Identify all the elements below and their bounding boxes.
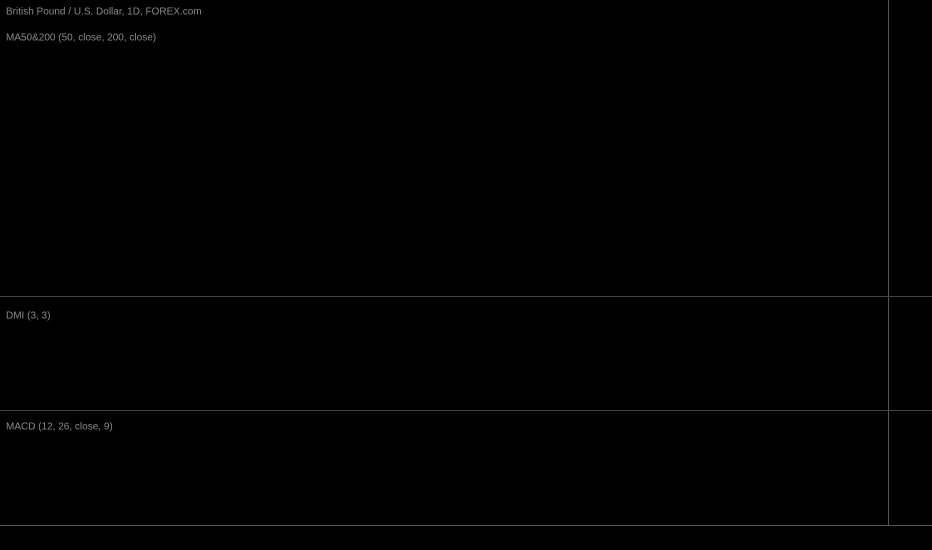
chart-title: British Pound / U.S. Dollar, 1D, FOREX.c… bbox=[6, 7, 202, 18]
indicator-title: DMI (3, 3) bbox=[6, 311, 50, 322]
labels: British Pound / U.S. Dollar, 1D, FOREX.c… bbox=[6, 7, 202, 433]
indicator-title: MACD (12, 26, close, 9) bbox=[6, 422, 113, 433]
indicator-title: MA50&200 (50, close, 200, close) bbox=[6, 33, 156, 44]
